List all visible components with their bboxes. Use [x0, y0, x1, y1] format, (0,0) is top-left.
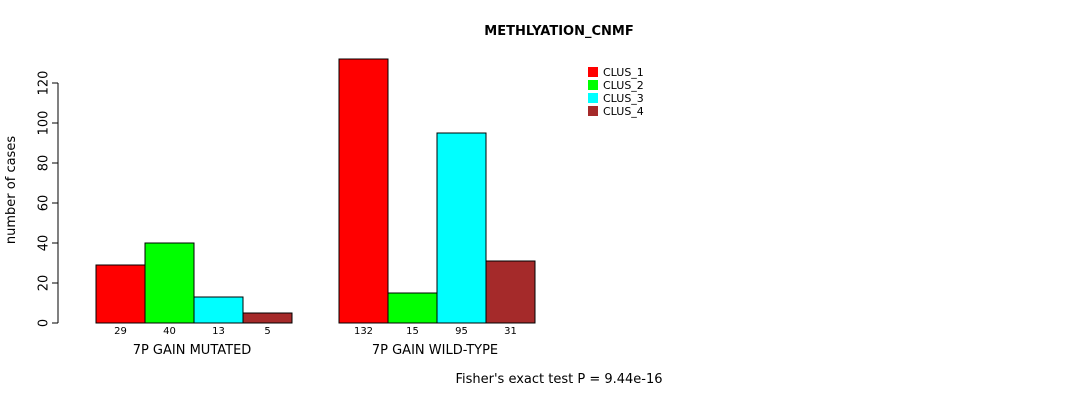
- legend-swatch: [588, 106, 598, 116]
- bar-value-label: 132: [354, 326, 373, 337]
- bar-value-label: 13: [212, 326, 225, 337]
- bar-value-label: 95: [455, 326, 468, 337]
- legend-swatch: [588, 67, 598, 77]
- group-label: 7P GAIN MUTATED: [133, 343, 252, 358]
- bar-clus-4: [485, 260, 536, 324]
- legend-label: CLUS_2: [603, 79, 644, 92]
- legend-swatch: [588, 93, 598, 103]
- bar-value-label: 15: [406, 326, 419, 337]
- bar-clus-3: [193, 296, 244, 324]
- legend-swatch: [588, 80, 598, 90]
- bar-clus-1: [95, 264, 146, 324]
- group-labels: 7P GAIN MUTATED 7P GAIN WILD-TYPE: [133, 343, 498, 358]
- legend-label: CLUS_1: [603, 66, 644, 79]
- y-tick-label: 120: [37, 71, 52, 96]
- bar-value-label: 40: [163, 326, 176, 337]
- bar-clus-4: [242, 312, 293, 324]
- legend-label: CLUS_4: [603, 105, 644, 118]
- y-tick-label: 100: [37, 111, 52, 136]
- bar-clus-1: [338, 58, 389, 324]
- bar-clus-3: [436, 132, 487, 324]
- y-tick-label: 0: [37, 319, 52, 327]
- y-tick-label: 20: [37, 275, 52, 292]
- group-label: 7P GAIN WILD-TYPE: [372, 343, 498, 358]
- legend-label: CLUS_3: [603, 92, 644, 105]
- y-tick-label: 40: [37, 235, 52, 252]
- bar-labels: 29 40 13 5 132 15 95 31: [114, 326, 517, 337]
- bar-clus-2: [387, 292, 438, 324]
- fisher-test-footnote: Fisher's exact test P = 9.44e-16: [455, 372, 662, 387]
- y-tick-label: 60: [37, 195, 52, 212]
- bar-value-label: 29: [114, 326, 127, 337]
- chart-title: METHLYATION_CNMF: [484, 24, 633, 39]
- y-axis: 0 20 40 60 80 100 120: [37, 71, 59, 327]
- y-tick-label: 80: [37, 155, 52, 172]
- bar-value-label: 31: [504, 326, 517, 337]
- bar-value-label: 5: [264, 326, 270, 337]
- bars: [95, 58, 536, 324]
- y-axis-label: number of cases: [4, 136, 19, 244]
- bar-clus-2: [144, 242, 195, 324]
